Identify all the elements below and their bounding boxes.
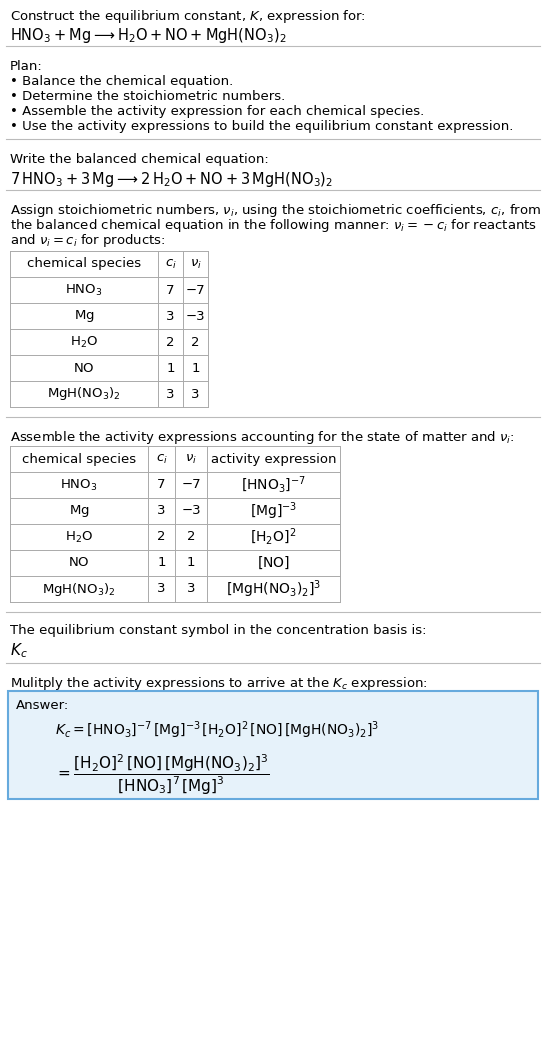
Text: 7: 7	[166, 284, 175, 296]
Text: Mulitply the activity expressions to arrive at the $K_c$ expression:: Mulitply the activity expressions to arr…	[10, 675, 428, 692]
Text: $\mathrm{HNO_3}$: $\mathrm{HNO_3}$	[60, 477, 98, 492]
Text: $K_c$: $K_c$	[10, 641, 28, 660]
Text: Assign stoichiometric numbers, $\nu_i$, using the stoichiometric coefficients, $: Assign stoichiometric numbers, $\nu_i$, …	[10, 202, 541, 219]
Text: $\mathrm{HNO_3 + Mg} \longrightarrow \mathrm{H_2O + NO + MgH(NO_3)_2}$: $\mathrm{HNO_3 + Mg} \longrightarrow \ma…	[10, 26, 287, 45]
Text: and $\nu_i = c_i$ for products:: and $\nu_i = c_i$ for products:	[10, 232, 165, 249]
Text: 7: 7	[157, 478, 166, 491]
FancyBboxPatch shape	[8, 691, 538, 799]
Text: 2: 2	[191, 335, 200, 349]
Text: $[\mathrm{HNO_3}]^{-7}$: $[\mathrm{HNO_3}]^{-7}$	[241, 474, 306, 495]
Text: $[\mathrm{NO}]$: $[\mathrm{NO}]$	[257, 555, 290, 572]
Text: Answer:: Answer:	[16, 699, 69, 712]
Text: • Use the activity expressions to build the equilibrium constant expression.: • Use the activity expressions to build …	[10, 120, 513, 133]
Text: $[\mathrm{MgH(NO_3)_2}]^{3}$: $[\mathrm{MgH(NO_3)_2}]^{3}$	[226, 578, 321, 600]
Text: 3: 3	[157, 505, 166, 517]
Text: 1: 1	[191, 361, 200, 375]
Text: $\mathrm{Mg}$: $\mathrm{Mg}$	[74, 308, 94, 324]
Text: Assemble the activity expressions accounting for the state of matter and $\nu_i$: Assemble the activity expressions accoun…	[10, 429, 515, 446]
Text: 1: 1	[157, 557, 166, 570]
Text: chemical species: chemical species	[27, 258, 141, 270]
Text: Write the balanced chemical equation:: Write the balanced chemical equation:	[10, 153, 269, 166]
Text: −3: −3	[186, 310, 205, 322]
Text: the balanced chemical equation in the following manner: $\nu_i = -c_i$ for react: the balanced chemical equation in the fo…	[10, 217, 537, 233]
Text: 3: 3	[191, 387, 200, 401]
Text: $c_i$: $c_i$	[156, 452, 168, 466]
Text: 2: 2	[166, 335, 175, 349]
Text: 3: 3	[166, 310, 175, 322]
Text: $[\mathrm{H_2O}]^{2}$: $[\mathrm{H_2O}]^{2}$	[251, 527, 296, 548]
Text: 2: 2	[157, 531, 166, 543]
Text: 3: 3	[157, 582, 166, 596]
Text: 3: 3	[166, 387, 175, 401]
Text: $\nu_i$: $\nu_i$	[189, 258, 201, 270]
Text: −7: −7	[181, 478, 201, 491]
Text: 1: 1	[187, 557, 195, 570]
Text: $\mathrm{NO}$: $\mathrm{NO}$	[73, 361, 95, 375]
Text: • Determine the stoichiometric numbers.: • Determine the stoichiometric numbers.	[10, 90, 285, 103]
Text: $\mathrm{H_2O}$: $\mathrm{H_2O}$	[65, 530, 93, 544]
Text: $c_i$: $c_i$	[164, 258, 176, 270]
Text: $\mathrm{7\,HNO_3 + 3\,Mg} \longrightarrow \mathrm{2\,H_2O + NO + 3\,MgH(NO_3)_2: $\mathrm{7\,HNO_3 + 3\,Mg} \longrightarr…	[10, 170, 333, 190]
Text: $\mathrm{MgH(NO_3)_2}$: $\mathrm{MgH(NO_3)_2}$	[42, 580, 116, 598]
Text: chemical species: chemical species	[22, 452, 136, 466]
Text: The equilibrium constant symbol in the concentration basis is:: The equilibrium constant symbol in the c…	[10, 624, 426, 637]
Text: $\nu_i$: $\nu_i$	[185, 452, 197, 466]
Text: activity expression: activity expression	[211, 452, 336, 466]
Text: $[\mathrm{Mg}]^{-3}$: $[\mathrm{Mg}]^{-3}$	[250, 500, 297, 521]
Text: $K_c = [\mathrm{HNO_3}]^{-7}\,[\mathrm{Mg}]^{-3}\,[\mathrm{H_2O}]^{2}\,[\mathrm{: $K_c = [\mathrm{HNO_3}]^{-7}\,[\mathrm{M…	[55, 719, 379, 740]
Text: 2: 2	[187, 531, 195, 543]
Text: 1: 1	[166, 361, 175, 375]
Text: • Balance the chemical equation.: • Balance the chemical equation.	[10, 75, 233, 88]
Text: $\mathrm{MgH(NO_3)_2}$: $\mathrm{MgH(NO_3)_2}$	[47, 385, 121, 402]
Text: $\mathrm{H_2O}$: $\mathrm{H_2O}$	[70, 334, 98, 350]
Text: $\mathrm{Mg}$: $\mathrm{Mg}$	[69, 503, 90, 519]
Text: $\mathrm{HNO_3}$: $\mathrm{HNO_3}$	[65, 283, 103, 297]
Text: Plan:: Plan:	[10, 60, 43, 73]
Text: −3: −3	[181, 505, 201, 517]
Text: • Assemble the activity expression for each chemical species.: • Assemble the activity expression for e…	[10, 105, 424, 118]
Text: $= \dfrac{[\mathrm{H_2O}]^{2}\,[\mathrm{NO}]\,[\mathrm{MgH(NO_3)_2}]^{3}}{[\math: $= \dfrac{[\mathrm{H_2O}]^{2}\,[\mathrm{…	[55, 753, 270, 797]
Text: $\mathrm{NO}$: $\mathrm{NO}$	[68, 557, 90, 570]
Text: −7: −7	[186, 284, 205, 296]
Text: 3: 3	[187, 582, 195, 596]
Text: Construct the equilibrium constant, $K$, expression for:: Construct the equilibrium constant, $K$,…	[10, 8, 366, 25]
